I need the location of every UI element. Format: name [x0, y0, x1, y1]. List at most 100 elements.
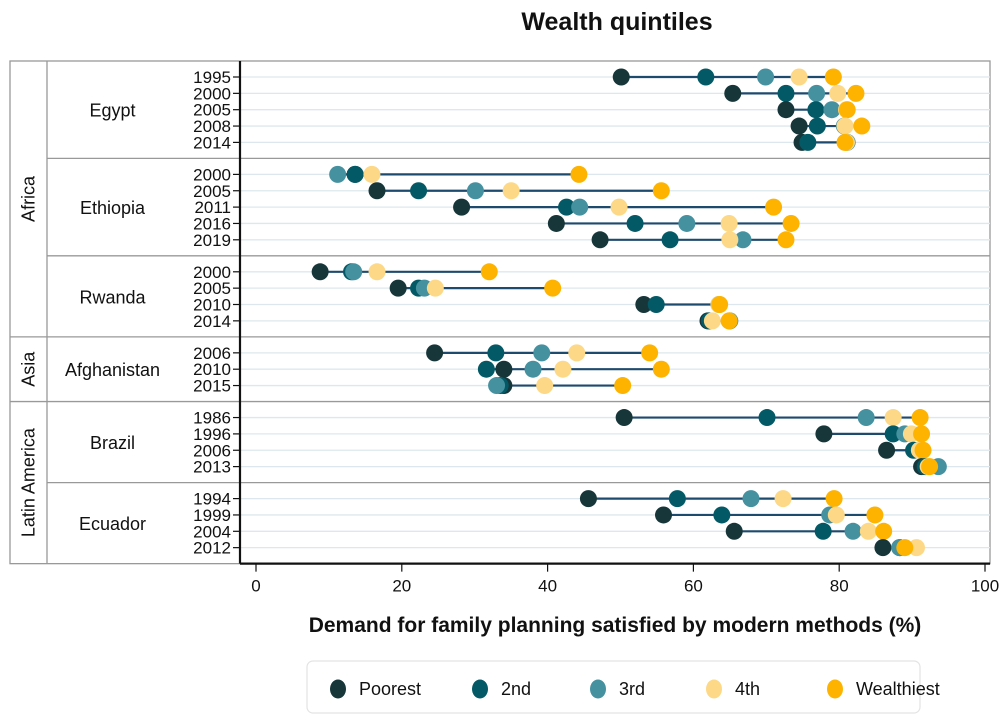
dot-4th	[884, 409, 902, 427]
dot-4th	[836, 117, 854, 135]
dot-3rd	[488, 377, 506, 395]
x-axis-label: Demand for family planning satisfied by …	[309, 614, 922, 637]
dot-poorest	[874, 539, 892, 557]
y-tick-label: 2000	[193, 165, 231, 184]
dot-4th	[790, 68, 808, 86]
dot-wealthiest	[853, 117, 871, 135]
region-label: Latin America	[19, 427, 39, 537]
y-tick-label: 2000	[193, 263, 231, 282]
dot-wealthiest	[825, 490, 843, 508]
y-tick-label: 2005	[193, 101, 231, 120]
dot-wealthiest	[777, 231, 795, 249]
dot-poorest	[311, 263, 329, 281]
x-tick-label: 20	[392, 577, 411, 596]
dot-wealthiest	[913, 425, 931, 443]
dot-2nd	[626, 214, 644, 232]
dot-4th	[426, 279, 444, 297]
legend-swatch	[706, 679, 722, 699]
legend-swatch	[827, 679, 843, 699]
country-label: Egypt	[89, 101, 135, 121]
dot-4th	[721, 231, 739, 249]
dot-wealthiest	[914, 441, 932, 459]
dot-2nd	[346, 165, 364, 183]
y-tick-label: 2019	[193, 231, 231, 250]
dot-poorest	[426, 344, 444, 362]
chart-title: Wealth quintiles	[521, 8, 712, 36]
dot-4th	[363, 165, 381, 183]
dot-3rd	[844, 522, 862, 540]
y-tick-label: 2006	[193, 441, 231, 460]
dot-wealthiest	[711, 296, 729, 313]
dot-poorest	[368, 182, 386, 200]
dot-4th	[368, 263, 386, 281]
legend: Poorest 2nd 3rd 4th Wealthiest	[306, 660, 940, 714]
dot-poorest	[579, 490, 597, 508]
y-tick-label: 2004	[193, 522, 231, 541]
y-tick-label: 2000	[193, 84, 231, 103]
dot-2nd	[487, 344, 505, 362]
dot-3rd	[734, 231, 752, 249]
dot-4th	[829, 84, 847, 102]
legend-swatch	[590, 679, 606, 699]
dot-wealthiest	[911, 409, 929, 427]
panel-layer: Egypt Ethiopia Rwanda Africa Afghanistan Asia…	[9, 60, 991, 565]
y-tick-label: 2010	[193, 360, 231, 379]
dot-poorest	[389, 279, 407, 297]
dot-4th	[720, 214, 738, 232]
y-tick-label: 1999	[193, 506, 231, 525]
dot-2nd	[807, 101, 825, 119]
legend-item: 4th	[706, 679, 760, 699]
dot-2nd	[814, 522, 832, 540]
legend-swatch	[472, 679, 488, 699]
dot-wealthiest	[480, 263, 498, 281]
x-tick-label: 0	[251, 577, 260, 596]
x-tick-label: 80	[830, 577, 849, 596]
dot-poorest	[790, 117, 808, 135]
x-tick-label: 100	[971, 577, 999, 596]
y-tick-label: 2012	[193, 539, 231, 558]
dot-4th	[502, 182, 520, 200]
country-label: Brazil	[90, 433, 135, 453]
x-tick-label: 60	[684, 577, 703, 596]
y-tick-label: 1996	[193, 425, 231, 444]
dot-3rd	[808, 84, 826, 102]
y-tick-label: 2008	[193, 117, 231, 136]
y-tick-label: 2013	[193, 458, 231, 477]
dot-wealthiest	[652, 182, 670, 200]
dot-wealthiest	[544, 279, 562, 297]
mark-layer	[311, 68, 947, 557]
dot-4th	[536, 377, 554, 395]
grid-layer	[240, 76, 990, 549]
dot-4th	[827, 506, 845, 524]
y-tick-label: 2005	[193, 279, 231, 298]
dot-poorest	[635, 296, 653, 313]
dot-poorest	[591, 231, 609, 249]
dot-2nd	[661, 231, 679, 249]
dot-3rd	[742, 490, 760, 508]
y-tick-label: 2011	[194, 198, 231, 217]
dot-poorest	[777, 101, 795, 119]
dot-poorest	[612, 68, 630, 86]
dot-wealthiest	[641, 344, 659, 362]
legend-label: 2nd	[501, 679, 531, 699]
y-tick-label: 2010	[193, 296, 231, 315]
region-label: Asia	[19, 351, 39, 387]
dot-4th	[859, 522, 877, 540]
dot-wealthiest	[896, 539, 914, 557]
country-label: Ecuador	[79, 514, 146, 534]
dot-3rd	[823, 101, 841, 119]
dot-3rd	[857, 409, 875, 427]
y-tick-label: 2014	[193, 133, 231, 152]
dot-2nd	[410, 182, 428, 200]
legend-box	[306, 660, 921, 714]
dot-poorest	[724, 84, 742, 102]
dot-3rd	[757, 68, 775, 86]
dot-3rd	[466, 182, 484, 200]
dot-wealthiest	[838, 101, 856, 119]
dot-2nd	[697, 68, 715, 86]
dot-wealthiest	[875, 522, 893, 540]
dot-2nd	[713, 506, 731, 524]
dot-wealthiest	[836, 133, 854, 151]
dot-wealthiest	[921, 458, 939, 476]
